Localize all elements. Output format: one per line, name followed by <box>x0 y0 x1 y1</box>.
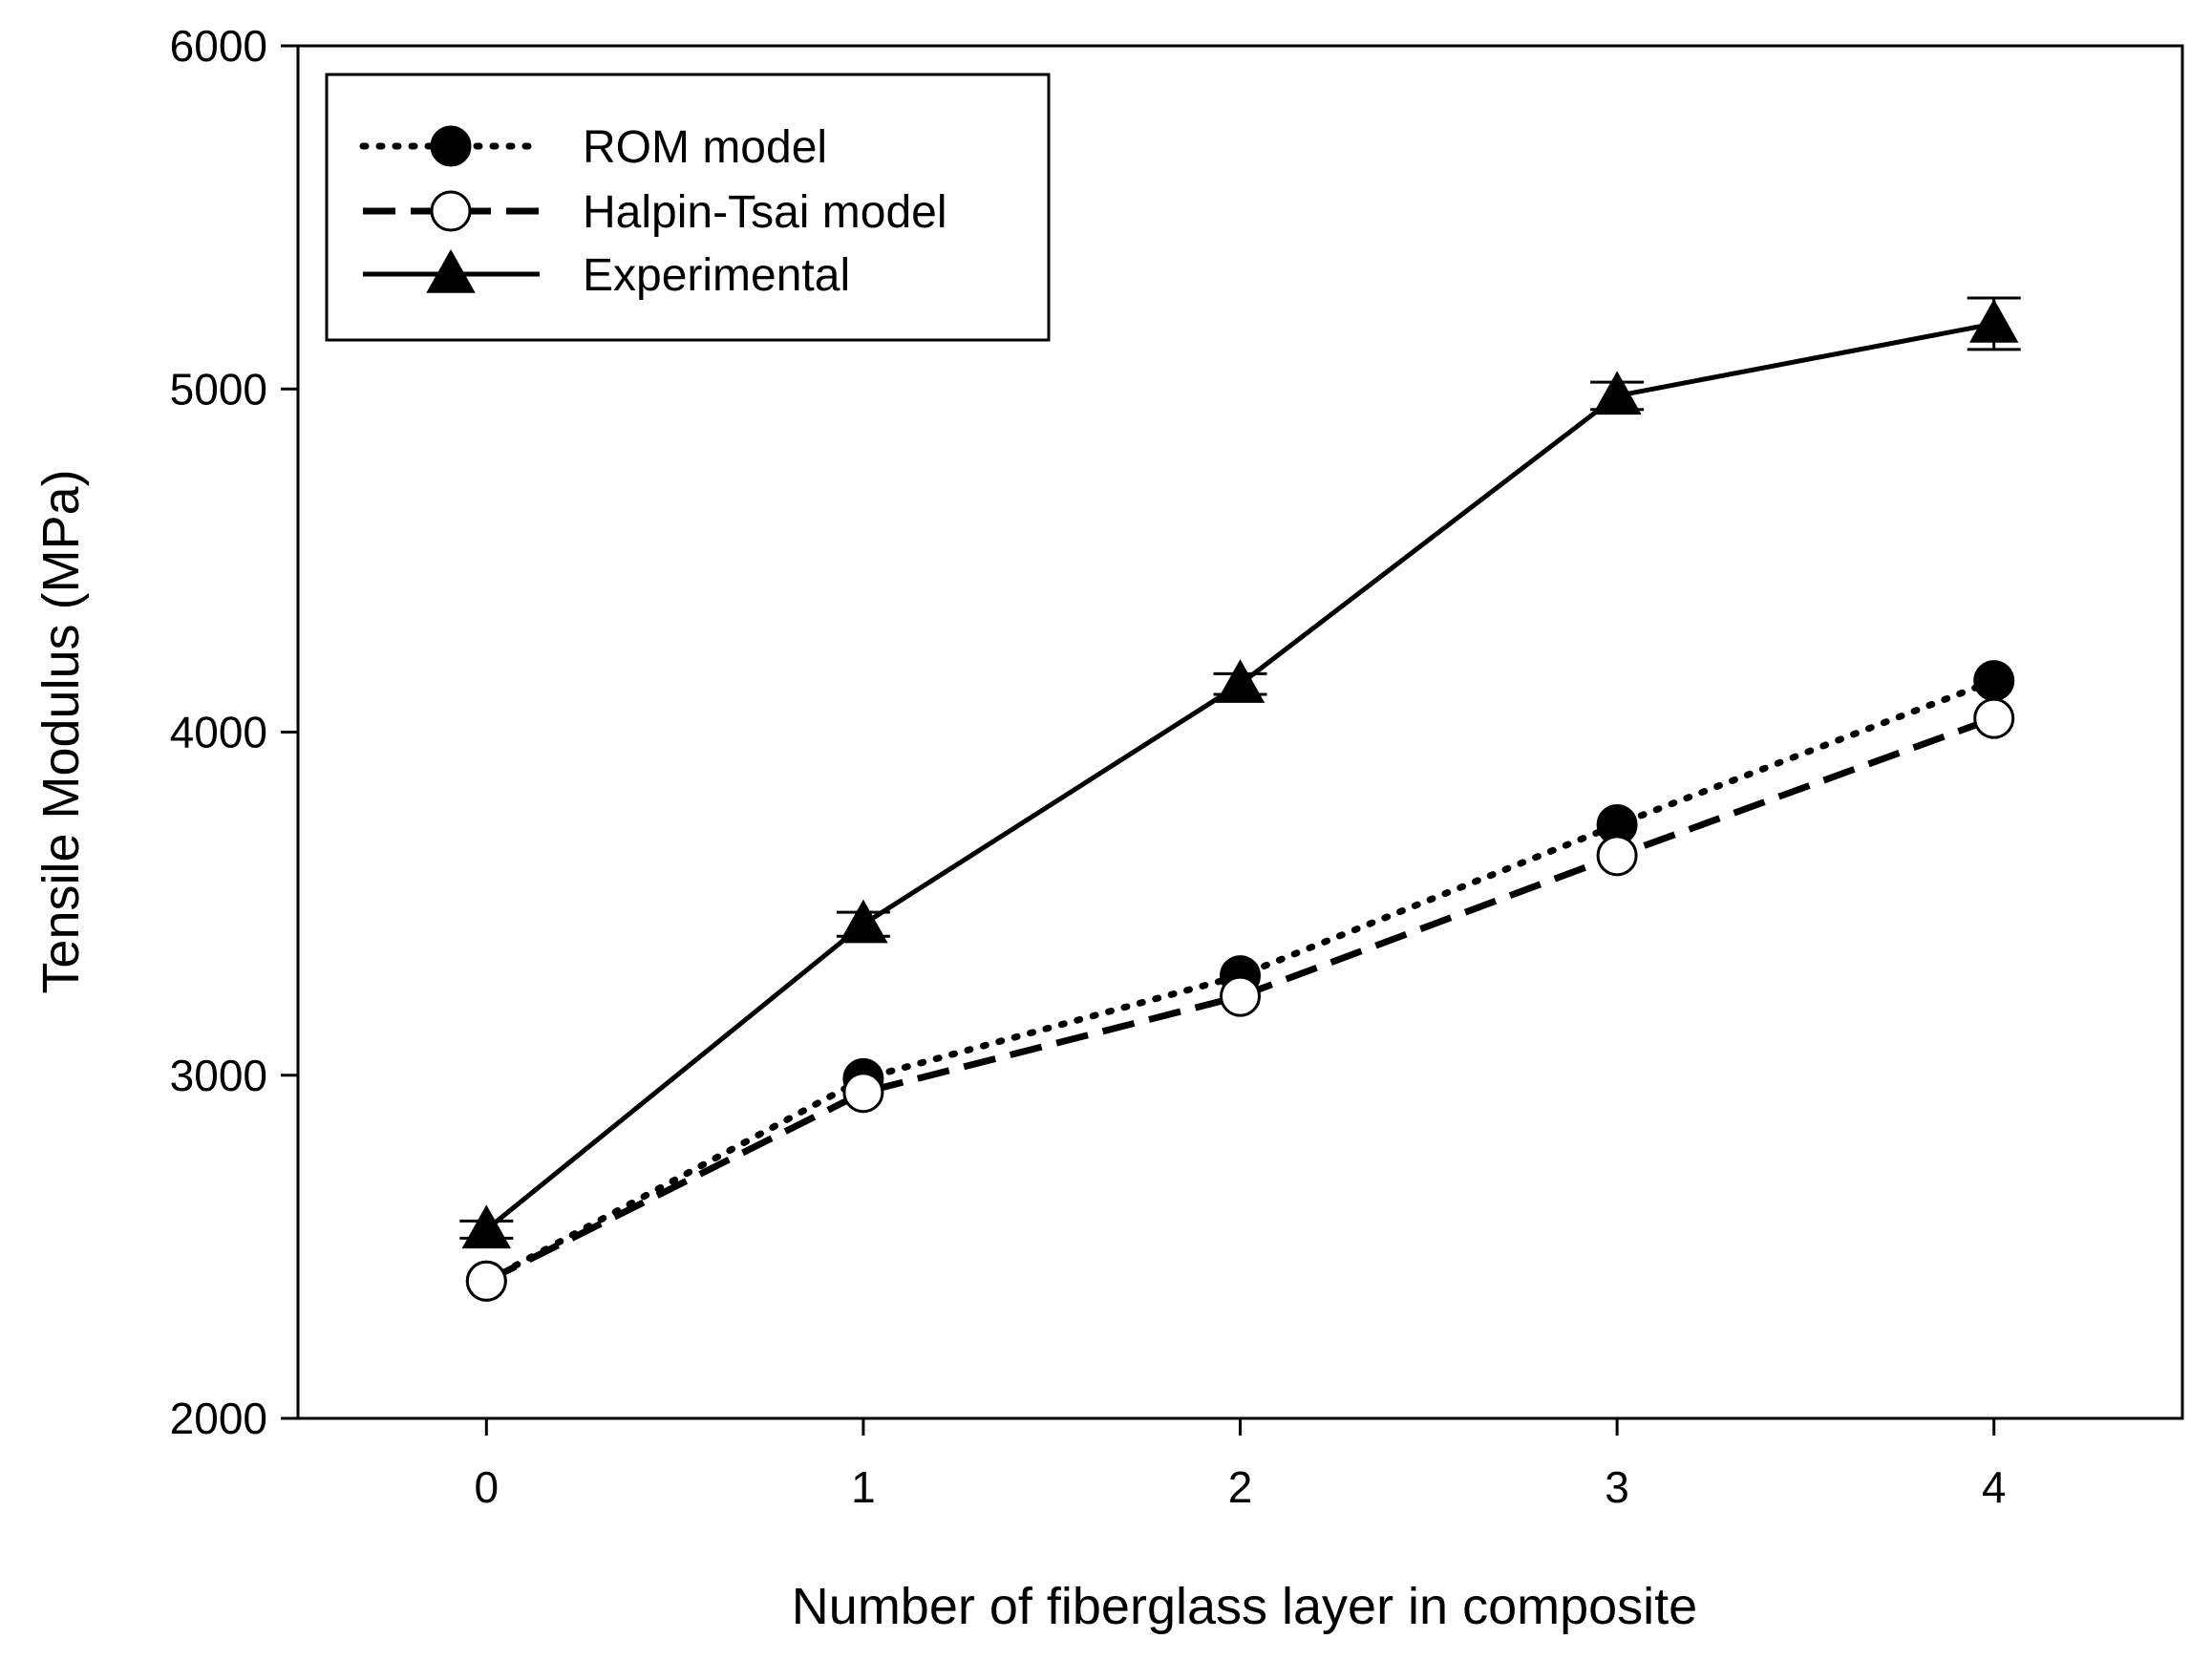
data-point <box>1596 835 1638 877</box>
y-tick-label: 2000 <box>170 1394 267 1443</box>
x-tick-label: 3 <box>1605 1462 1629 1512</box>
data-point <box>1973 697 2015 739</box>
legend: ROM model Halpin-Tsai model Experimental <box>325 73 1051 342</box>
data-point <box>1973 660 2015 702</box>
x-tick-label: 4 <box>1982 1462 2007 1512</box>
data-point <box>461 1204 512 1249</box>
y-tick-label: 5000 <box>170 364 267 414</box>
legend-box <box>325 73 1051 342</box>
data-point <box>1592 371 1642 415</box>
x-axis: 0 1 2 3 4 <box>475 1418 2007 1512</box>
y-tick-label: 6000 <box>170 21 267 71</box>
x-tick-label: 2 <box>1228 1462 1253 1512</box>
x-axis-title: Number of fiberglass layer in composite <box>792 1578 1697 1635</box>
y-tick-label: 3000 <box>170 1051 267 1100</box>
y-tick-label: 4000 <box>170 708 267 757</box>
series-halpin-tsai-model <box>465 697 2015 1302</box>
data-point <box>1968 298 2019 343</box>
x-tick-label: 1 <box>851 1462 876 1512</box>
data-point <box>842 1072 884 1114</box>
series-line <box>484 321 1995 1232</box>
y-axis-title: Tensile Modulus (MPa) <box>32 469 90 993</box>
data-point <box>1220 975 1261 1017</box>
legend-label: Halpin-Tsai model <box>583 187 947 238</box>
data-point <box>465 1260 507 1302</box>
data-point <box>1215 659 1266 703</box>
legend-marker <box>430 125 472 167</box>
series-line <box>484 714 1995 1285</box>
legend-marker <box>426 248 476 293</box>
legend-marker <box>430 190 472 232</box>
data-point <box>839 899 888 944</box>
series-layer <box>459 296 2021 1302</box>
y-axis: 2000 3000 4000 5000 6000 <box>170 21 298 1443</box>
legend-label: ROM model <box>583 122 827 173</box>
series-experimental <box>459 296 2021 1249</box>
legend-label: Experimental <box>583 250 850 301</box>
x-tick-label: 0 <box>475 1462 500 1512</box>
